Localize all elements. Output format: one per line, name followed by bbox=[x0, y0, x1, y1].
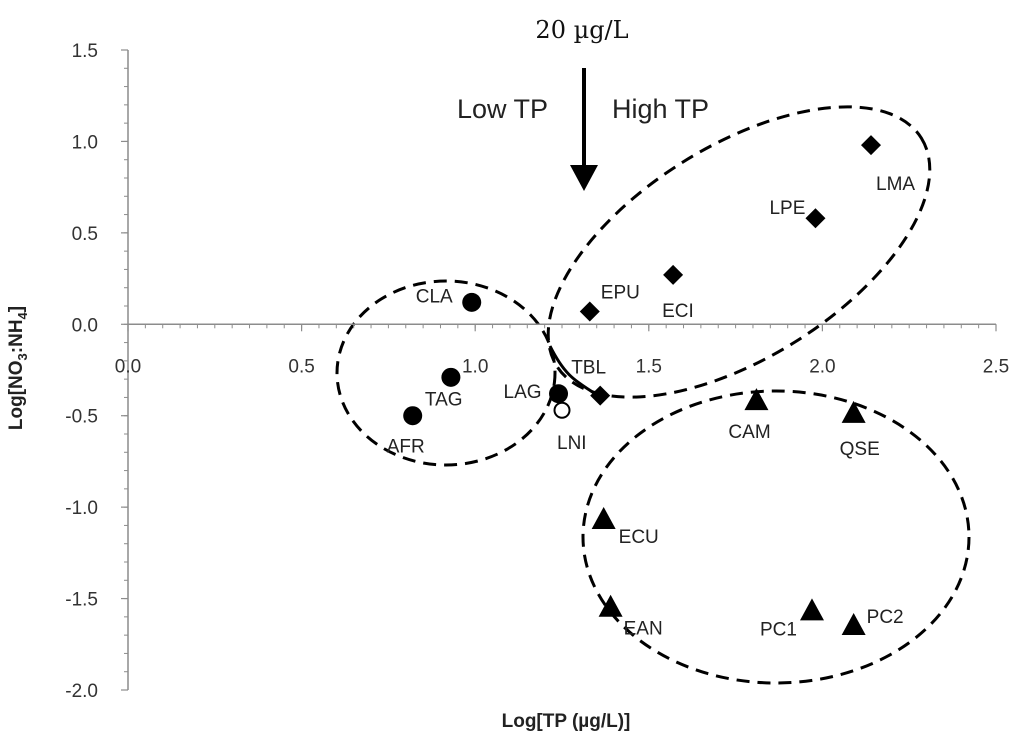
point-label: LNI bbox=[557, 433, 587, 454]
threshold-arrow-icon bbox=[570, 68, 598, 191]
cluster-connector bbox=[548, 345, 595, 395]
triangle-marker bbox=[799, 598, 824, 621]
point-label: QSE bbox=[840, 439, 880, 460]
cluster-ellipse-high bbox=[546, 105, 932, 399]
y-axis-title-part: ] bbox=[6, 306, 27, 312]
point-label: CAM bbox=[728, 422, 770, 443]
y-axis-title-part: Log[NO bbox=[6, 360, 27, 430]
y-tick-label: -2.0 bbox=[65, 681, 98, 702]
circle-marker bbox=[403, 406, 423, 426]
triangle-marker bbox=[841, 613, 866, 635]
triangle-marker bbox=[744, 388, 769, 411]
x-tick-label: 2.0 bbox=[809, 356, 835, 377]
y-tick-label: -0.5 bbox=[65, 407, 98, 428]
point-labels: CLA TAG AFR LAG LNI EPU ECI LPE LMA TBL CAM QSE ECU E… bbox=[387, 174, 916, 640]
diamond-marker bbox=[590, 385, 611, 406]
circle-marker bbox=[441, 367, 461, 387]
high-tp-annotation: High TP bbox=[612, 94, 709, 124]
x-tick-label: 2.5 bbox=[983, 356, 1009, 377]
diamond-marker bbox=[805, 208, 826, 229]
point-label: CLA bbox=[416, 286, 453, 307]
circle-marker bbox=[462, 292, 482, 312]
axis-ticks: -2.0 -1.5 -1.0 -0.5 0.0 0.5 1.0 1.5 0.0 0.5 1.0 1.5… bbox=[65, 41, 1009, 702]
point-label: ECI bbox=[662, 301, 694, 322]
cluster-ellipses bbox=[335, 105, 971, 685]
x-tick-label: 1.0 bbox=[462, 356, 488, 377]
y-tick-label: 1.0 bbox=[72, 132, 98, 153]
triangle-marker bbox=[598, 594, 623, 617]
point-label: PC2 bbox=[867, 607, 904, 628]
data-points bbox=[403, 135, 882, 635]
point-label: EAN bbox=[624, 619, 663, 640]
x-tick-label: 1.5 bbox=[636, 356, 662, 377]
point-label: TAG bbox=[425, 389, 463, 410]
y-tick-label: 1.5 bbox=[72, 41, 98, 62]
y-axis-title: Log[NO3:NH4] bbox=[6, 306, 30, 430]
point-label: PC1 bbox=[760, 619, 797, 640]
triangle-marker bbox=[841, 400, 866, 423]
cluster-ellipse-low bbox=[335, 279, 557, 467]
diamond-marker bbox=[861, 135, 882, 156]
y-tick-label: -1.5 bbox=[65, 590, 98, 611]
diamond-marker bbox=[663, 264, 684, 285]
cluster-ellipse-triangles bbox=[581, 389, 971, 685]
x-axis-title: Log[TP (µg/L)] bbox=[502, 711, 631, 732]
circle-marker bbox=[549, 384, 569, 404]
point-label: LPE bbox=[769, 198, 805, 219]
y-tick-label: 0.0 bbox=[72, 315, 98, 336]
y-axis-title-subscript: 3 bbox=[15, 353, 30, 360]
threshold-annotation: 20 µg/L bbox=[535, 16, 628, 44]
y-tick-label: 0.5 bbox=[72, 224, 98, 245]
point-label: ECU bbox=[619, 527, 659, 548]
y-axis-title-subscript: 4 bbox=[15, 311, 30, 319]
x-tick-label: 0.5 bbox=[288, 356, 314, 377]
low-tp-annotation: Low TP bbox=[457, 94, 548, 124]
diamond-marker bbox=[579, 301, 600, 322]
point-label: LMA bbox=[876, 174, 915, 195]
point-label: LAG bbox=[504, 382, 542, 403]
x-tick-label: 0.0 bbox=[115, 356, 141, 377]
point-label: EPU bbox=[601, 282, 640, 303]
point-label: AFR bbox=[387, 437, 425, 458]
point-label: TBL bbox=[571, 358, 606, 379]
triangle-marker bbox=[591, 506, 616, 529]
y-tick-label: -1.0 bbox=[65, 498, 98, 519]
y-axis-title-part: :NH bbox=[6, 319, 27, 353]
open-circle-marker bbox=[553, 401, 571, 419]
